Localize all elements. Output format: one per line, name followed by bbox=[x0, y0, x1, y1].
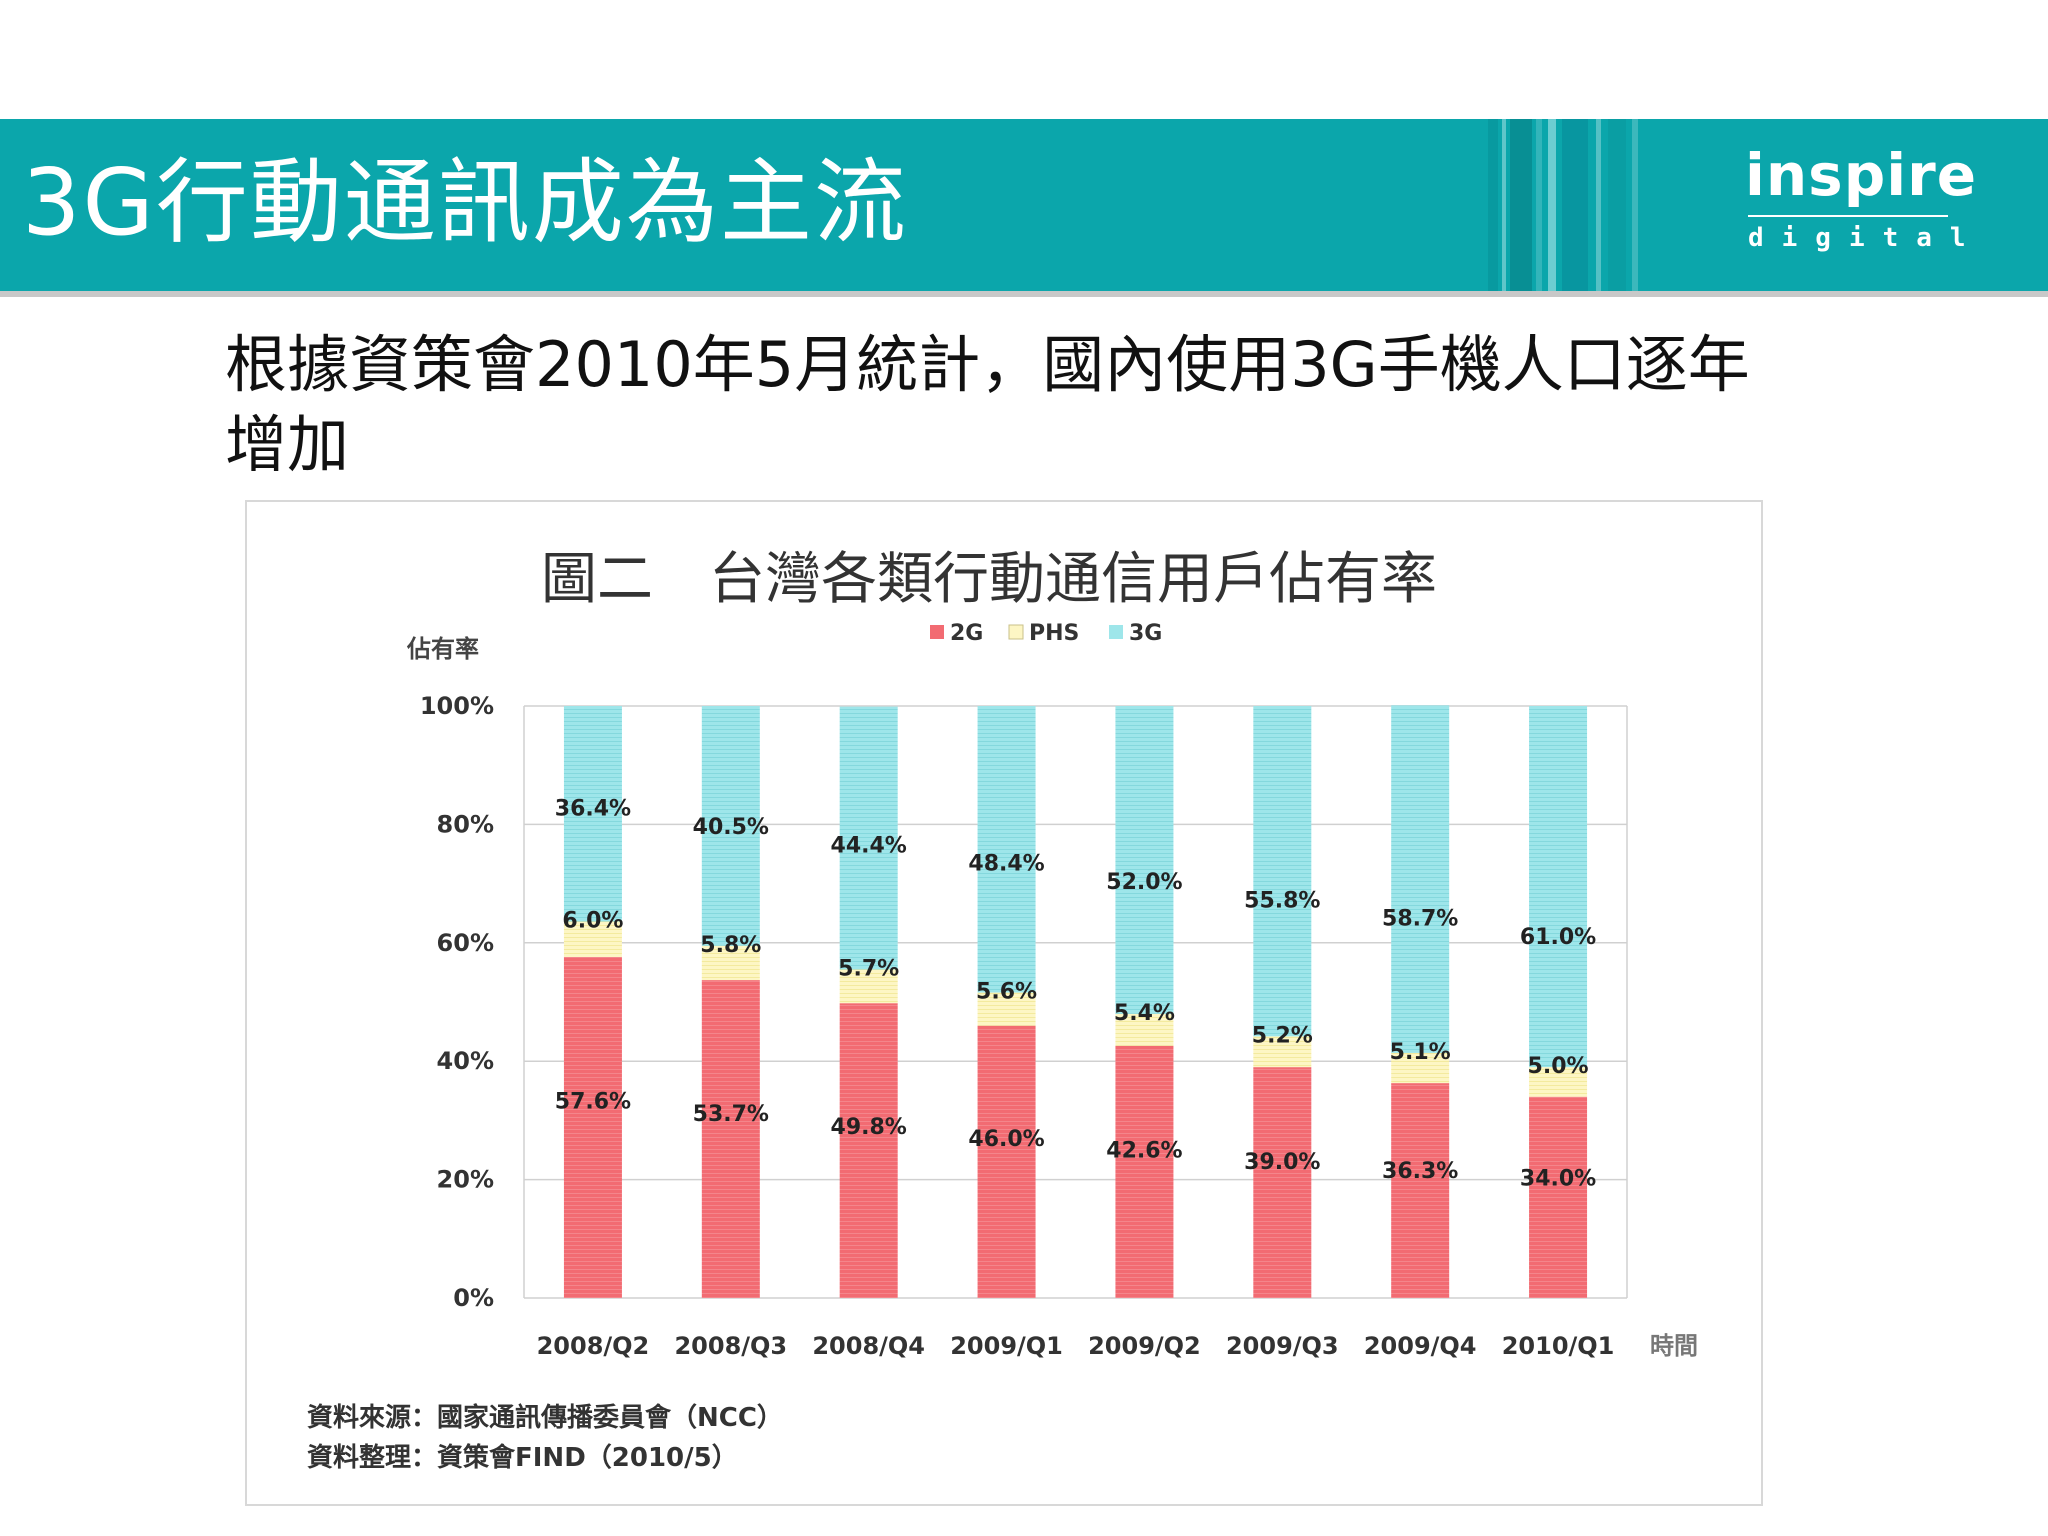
data-label-phs: 5.2% bbox=[1252, 1023, 1313, 1048]
banner-stripe bbox=[1608, 119, 1626, 291]
bar-3g bbox=[839, 706, 898, 970]
legend-swatch-2g bbox=[930, 625, 944, 639]
data-label-3g: 48.4% bbox=[968, 852, 1044, 877]
legend-label-phs: PHS bbox=[1029, 621, 1079, 646]
bar-3g bbox=[1115, 706, 1174, 1014]
data-label-phs: 6.0% bbox=[562, 908, 623, 933]
data-label-2g: 36.3% bbox=[1382, 1159, 1458, 1184]
x-tick-label: 2009/Q3 bbox=[1226, 1332, 1339, 1360]
data-label-3g: 52.0% bbox=[1106, 870, 1182, 895]
bar-2g bbox=[1529, 1096, 1588, 1298]
data-label-2g: 57.6% bbox=[555, 1089, 631, 1114]
bar-2g bbox=[701, 980, 760, 1298]
market-share-chart: 圖二 台灣各類行動通信用戶佔有率 2G PHS 3G 佔有率 時間 0% 20% 4… bbox=[307, 547, 1698, 1473]
x-tick-label: 2008/Q2 bbox=[537, 1332, 650, 1360]
bar-2g bbox=[1253, 1067, 1312, 1298]
bar-phs bbox=[1253, 1036, 1312, 1068]
bar-phs bbox=[1115, 1013, 1174, 1046]
bar-phs bbox=[701, 945, 760, 981]
data-label-3g: 44.4% bbox=[831, 833, 907, 858]
bar-2g bbox=[563, 957, 622, 1298]
slide-subtitle: 根據資策會2010年5月統計，國內使用3G手機人口逐年增加 bbox=[225, 328, 1750, 481]
x-axis-ticks: 2008/Q2 2008/Q3 2008/Q4 2009/Q1 2009/Q2 2009/… bbox=[537, 1332, 1615, 1360]
x-axis-label: 時間 bbox=[1650, 1332, 1698, 1360]
bar-phs bbox=[839, 969, 898, 1004]
brand-logo: inspire bbox=[1745, 141, 1978, 209]
x-tick-label: 2009/Q2 bbox=[1088, 1332, 1201, 1360]
chart-legend: 2G PHS 3G bbox=[930, 621, 1162, 646]
chart-frame: 圖二 台灣各類行動通信用戶佔有率 2G PHS 3G 佔有率 時間 0% 20% 4… bbox=[245, 500, 1763, 1506]
y-tick-label: 20% bbox=[437, 1166, 494, 1194]
legend-swatch-3g bbox=[1109, 625, 1123, 639]
bar-3g bbox=[563, 706, 622, 922]
source-line-2: 資料整理：資策會FIND（2010/5） bbox=[307, 1442, 738, 1473]
bar-2g bbox=[1115, 1045, 1174, 1298]
chart-grid bbox=[523, 705, 1628, 1299]
legend-label-3g: 3G bbox=[1129, 621, 1162, 646]
banner-stripe bbox=[1510, 119, 1532, 291]
title-banner: 3G行動通訊成為主流 inspire digital bbox=[0, 119, 2048, 291]
data-label-2g: 34.0% bbox=[1520, 1166, 1596, 1191]
chart-bars bbox=[563, 705, 1588, 1298]
banner-stripe bbox=[1632, 119, 1638, 291]
data-label-phs: 5.6% bbox=[976, 980, 1037, 1005]
y-tick-label: 100% bbox=[420, 692, 494, 720]
legend-swatch-phs bbox=[1008, 624, 1024, 640]
banner-stripe bbox=[1502, 119, 1506, 291]
bar-3g bbox=[1253, 706, 1312, 1037]
bar-2g bbox=[1391, 1083, 1450, 1298]
chart-title: 圖二 台灣各類行動通信用戶佔有率 bbox=[541, 547, 1437, 612]
bar-phs bbox=[1529, 1067, 1588, 1097]
banner-shadow bbox=[0, 291, 2048, 297]
banner-stripe bbox=[1536, 119, 1542, 291]
data-label-3g: 36.4% bbox=[555, 797, 631, 822]
legend-label-2g: 2G bbox=[950, 621, 983, 646]
logo-divider bbox=[1748, 215, 1948, 217]
y-axis-label: 佔有率 bbox=[406, 635, 479, 663]
data-label-phs: 5.4% bbox=[1114, 1001, 1175, 1026]
y-tick-label: 40% bbox=[437, 1047, 494, 1075]
data-label-2g: 53.7% bbox=[693, 1102, 769, 1127]
bar-3g bbox=[1529, 706, 1588, 1068]
bar-phs bbox=[1391, 1052, 1450, 1084]
y-tick-label: 80% bbox=[437, 810, 494, 838]
bar-3g bbox=[701, 706, 760, 946]
data-labels: 57.6% 6.0% 36.4% 53.7% 5.8% 40.5% 49.8% 5.7% 44.… bbox=[555, 797, 1596, 1192]
banner-stripe bbox=[1596, 119, 1601, 291]
data-label-3g: 61.0% bbox=[1520, 925, 1596, 950]
data-label-phs: 5.7% bbox=[838, 956, 899, 981]
brand-logo-sub: digital bbox=[1748, 223, 1984, 253]
bar-3g bbox=[977, 706, 1036, 993]
data-label-phs: 5.0% bbox=[1528, 1054, 1589, 1079]
bar-2g bbox=[839, 1003, 898, 1298]
banner-stripe bbox=[1488, 119, 1498, 291]
data-label-3g: 55.8% bbox=[1244, 888, 1320, 913]
x-tick-label: 2010/Q1 bbox=[1502, 1332, 1615, 1360]
data-label-3g: 40.5% bbox=[693, 815, 769, 840]
bar-phs bbox=[977, 992, 1036, 1026]
data-label-2g: 46.0% bbox=[968, 1127, 1044, 1152]
data-label-2g: 42.6% bbox=[1106, 1138, 1182, 1163]
data-label-2g: 39.0% bbox=[1244, 1150, 1320, 1175]
bar-phs bbox=[563, 921, 622, 958]
slide-title: 3G行動通訊成為主流 bbox=[22, 149, 908, 256]
data-label-phs: 5.8% bbox=[700, 933, 761, 958]
data-label-2g: 49.8% bbox=[831, 1115, 907, 1140]
data-label-3g: 58.7% bbox=[1382, 907, 1458, 932]
y-axis-ticks: 0% 20% 40% 60% 80% 100% bbox=[420, 692, 494, 1312]
banner-stripe bbox=[1562, 119, 1588, 291]
x-tick-label: 2008/Q4 bbox=[812, 1332, 925, 1360]
bar-2g bbox=[977, 1025, 1036, 1298]
data-label-phs: 5.1% bbox=[1390, 1040, 1451, 1065]
x-tick-label: 2009/Q1 bbox=[950, 1332, 1063, 1360]
x-tick-label: 2008/Q3 bbox=[674, 1332, 787, 1360]
x-tick-label: 2009/Q4 bbox=[1364, 1332, 1477, 1360]
source-line-1: 資料來源：國家通訊傳播委員會（NCC） bbox=[307, 1402, 783, 1433]
y-tick-label: 0% bbox=[453, 1284, 494, 1312]
y-tick-label: 60% bbox=[437, 929, 494, 957]
banner-stripe bbox=[1548, 119, 1556, 291]
bar-3g bbox=[1391, 705, 1450, 1053]
